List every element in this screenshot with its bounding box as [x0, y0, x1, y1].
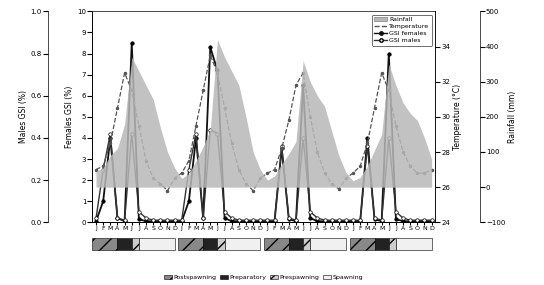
Bar — [310, 238, 346, 250]
Bar — [303, 238, 310, 250]
Bar — [350, 238, 374, 250]
Y-axis label: Females GSI (%): Females GSI (%) — [65, 86, 75, 148]
Legend: Postspawning, Preparatory, Prespawning, Spawning: Postspawning, Preparatory, Prespawning, … — [162, 272, 366, 282]
Bar — [396, 238, 431, 250]
Bar — [139, 238, 175, 250]
Bar — [178, 238, 203, 250]
Bar — [218, 238, 225, 250]
Y-axis label: Temperature (°C): Temperature (°C) — [453, 84, 462, 150]
Bar — [289, 238, 303, 250]
Bar — [374, 238, 389, 250]
Y-axis label: Rainfall (mm): Rainfall (mm) — [508, 91, 517, 143]
Bar — [225, 238, 260, 250]
Y-axis label: Males GSI (%): Males GSI (%) — [18, 90, 28, 143]
Bar — [264, 238, 289, 250]
Bar — [389, 238, 396, 250]
Bar — [132, 238, 139, 250]
Bar — [118, 238, 132, 250]
Bar — [203, 238, 218, 250]
Bar — [92, 238, 118, 250]
